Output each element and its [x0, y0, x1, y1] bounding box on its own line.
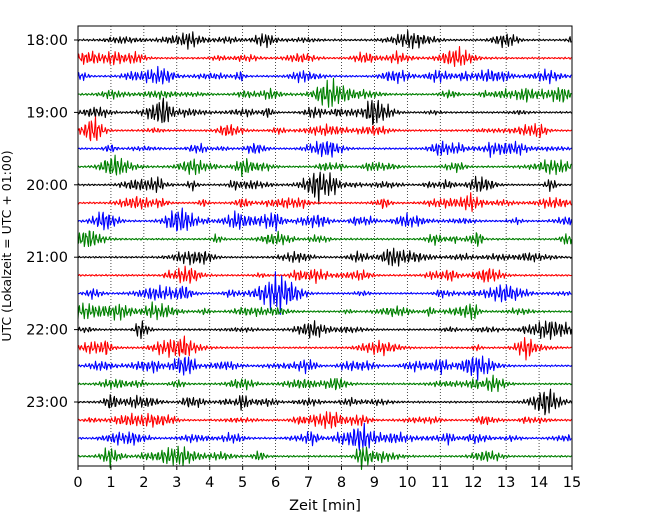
y-axis-ticks: 18:00 19:00 20:00 21:00 22:00 23:00 [26, 33, 78, 411]
trace-18 [77, 355, 572, 381]
x-tick-label-9: 9 [370, 475, 379, 491]
trace-23 [77, 445, 572, 471]
trace-20 [77, 388, 573, 416]
x-tick-label-15: 15 [563, 475, 581, 491]
x-tick-label-8: 8 [337, 475, 346, 491]
x-tick-label-14: 14 [530, 475, 548, 491]
x-tick-label-4: 4 [205, 475, 214, 491]
y-tick-label-5: 23:00 [26, 395, 68, 411]
trace-16 [77, 320, 573, 340]
x-axis-ticks: 0 1 2 3 4 5 6 7 8 9 10 11 12 13 14 15 [73, 466, 581, 491]
y-tick-label-0: 18:00 [26, 33, 68, 49]
trace-8 [77, 171, 572, 205]
x-tick-label-7: 7 [304, 475, 313, 491]
trace-12 [77, 247, 572, 267]
x-tick-label-5: 5 [238, 475, 247, 491]
trace-6 [77, 140, 572, 158]
trace-1 [77, 45, 572, 68]
trace-14 [77, 271, 572, 315]
trace-0 [77, 29, 572, 50]
trace-9 [77, 192, 572, 212]
x-tick-label-13: 13 [497, 475, 515, 491]
x-tick-label-10: 10 [398, 475, 416, 491]
seismic-traces [77, 29, 573, 471]
trace-10 [77, 207, 573, 232]
x-axis-label: Zeit [min] [289, 498, 361, 514]
x-tick-label-2: 2 [139, 475, 148, 491]
trace-5 [77, 116, 572, 142]
y-axis-label: UTC (Lokalzeit = UTC + 01:00) [0, 150, 14, 341]
x-tick-label-11: 11 [431, 475, 449, 491]
x-tick-label-3: 3 [172, 475, 181, 491]
y-tick-label-2: 20:00 [26, 178, 68, 194]
trace-4 [77, 97, 572, 126]
trace-15 [77, 301, 572, 321]
trace-11 [77, 230, 573, 248]
trace-3 [77, 77, 572, 108]
trace-22 [77, 422, 572, 451]
plot-frame [77, 25, 573, 467]
x-grid [110, 26, 540, 466]
y-tick-label-4: 22:00 [26, 323, 68, 339]
x-tick-label-12: 12 [464, 475, 482, 491]
trace-19 [77, 374, 572, 393]
y-tick-label-3: 21:00 [26, 250, 68, 266]
trace-7 [77, 154, 572, 178]
x-tick-label-0: 0 [73, 475, 82, 491]
trace-13 [77, 265, 572, 284]
trace-21 [77, 411, 572, 430]
y-tick-label-1: 19:00 [26, 105, 68, 121]
trace-2 [77, 65, 572, 85]
x-tick-label-1: 1 [106, 475, 115, 491]
x-tick-label-6: 6 [271, 475, 280, 491]
trace-17 [77, 335, 572, 361]
